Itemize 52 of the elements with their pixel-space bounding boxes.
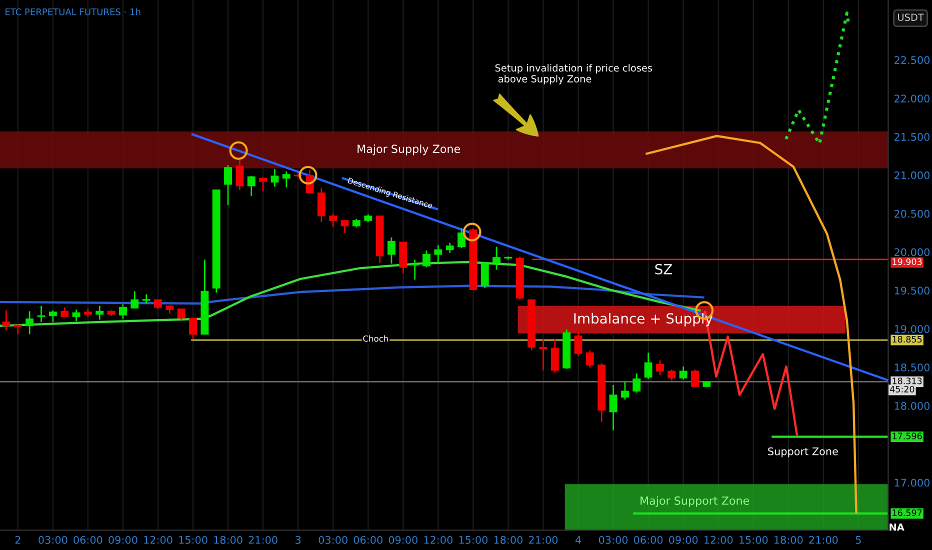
- y-tick-label: 22.500: [894, 56, 930, 64]
- x-tick-label: 3: [296, 536, 301, 544]
- x-tick-label: 03:00: [598, 536, 628, 544]
- y-tick-label: 18.000: [894, 402, 930, 410]
- x-tick-label: 06:00: [354, 536, 382, 544]
- x-tick-label: 12:00: [704, 536, 733, 544]
- x-tick-label: 09:00: [668, 536, 698, 544]
- y-tick-label: 20.500: [894, 210, 930, 218]
- x-tick-label: 4: [575, 536, 581, 544]
- x-tick-label: 09:00: [388, 536, 418, 544]
- band-label: Major Support Zone: [640, 496, 750, 507]
- x-tick-label: 21:00: [248, 536, 278, 544]
- x-tick-label: 06:00: [634, 536, 663, 544]
- band-label: Major Supply Zone: [358, 144, 460, 156]
- text: NA: [890, 524, 904, 531]
- y-tick-label: 18.500: [894, 364, 930, 372]
- x-tick-label: 2: [15, 536, 20, 544]
- text: 45:20: [890, 386, 914, 392]
- annotation: Setup invalidation if price closes above Supply Zone: [495, 64, 652, 84]
- x-tick-label: 09:00: [108, 536, 138, 544]
- x-tick-label: 18:00: [774, 536, 803, 544]
- ref-line-label: 16.597: [892, 509, 922, 516]
- x-tick-label: 5: [856, 536, 861, 544]
- annotation: SZ: [655, 264, 672, 274]
- y-tick-label: 17.000: [894, 478, 930, 487]
- x-tick-label: 15:00: [179, 536, 208, 544]
- x-tick-label: 12:00: [144, 536, 172, 544]
- x-tick-label: 06:00: [74, 536, 102, 544]
- text: ETC PERPETUAL FUTURES · 1h: [6, 8, 140, 16]
- y-axis-title: USDT: [898, 14, 924, 21]
- x-tick-label: 03:00: [318, 536, 348, 544]
- ref-line-label: 18.313: [892, 378, 922, 384]
- band-label: Imbalance + Supply: [574, 312, 713, 326]
- ref-line-label: 19.903: [892, 258, 922, 266]
- ref-line-label: 17.596: [892, 432, 922, 440]
- x-tick-label: 18:00: [494, 536, 523, 544]
- x-tick-label: 21:00: [809, 536, 838, 544]
- x-tick-label: 15:00: [739, 536, 768, 544]
- x-tick-label: 03:00: [38, 536, 68, 544]
- x-tick-label: 12:00: [424, 536, 452, 544]
- y-tick-label: 21.500: [894, 133, 930, 141]
- x-tick-label: 21:00: [528, 536, 558, 544]
- y-tick-label: 19.500: [894, 286, 930, 295]
- annotation: Choch: [363, 335, 388, 342]
- y-tick-label: 21.000: [894, 171, 930, 180]
- x-tick-label: 15:00: [459, 536, 488, 544]
- ref-line-label: 18.855: [892, 336, 922, 343]
- y-tick-label: 22.000: [894, 94, 930, 102]
- x-tick-label: 18:00: [214, 536, 242, 544]
- y-tick-label: 19.000: [894, 325, 930, 333]
- annotation: Support Zone: [768, 447, 838, 458]
- y-tick-label: 20.000: [894, 248, 930, 256]
